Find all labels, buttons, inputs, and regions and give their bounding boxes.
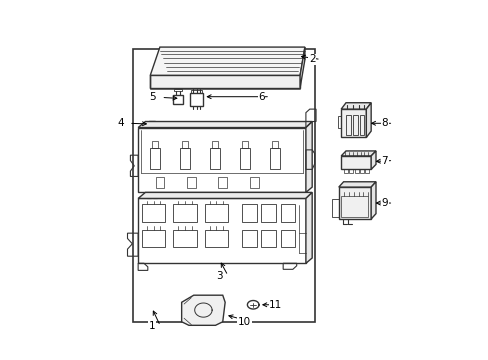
Text: 7: 7: [381, 156, 387, 166]
Text: 6: 6: [258, 92, 264, 102]
Text: 2: 2: [308, 54, 315, 64]
Polygon shape: [305, 122, 311, 192]
Bar: [210, 148, 220, 169]
Bar: [182, 141, 187, 148]
Bar: [359, 169, 363, 173]
Text: 11: 11: [269, 300, 282, 310]
Bar: [249, 177, 258, 188]
Polygon shape: [138, 122, 311, 127]
Bar: [269, 148, 279, 169]
Text: 1: 1: [148, 321, 155, 331]
Bar: [186, 177, 195, 188]
Text: 5: 5: [149, 93, 156, 102]
Polygon shape: [338, 182, 375, 187]
Bar: [152, 141, 158, 148]
Text: 8: 8: [381, 118, 387, 128]
Polygon shape: [341, 109, 366, 138]
Bar: [155, 177, 164, 188]
Bar: [240, 148, 249, 169]
Polygon shape: [341, 103, 370, 109]
Polygon shape: [181, 295, 224, 325]
Text: 9: 9: [381, 198, 387, 208]
Polygon shape: [150, 76, 300, 88]
Text: 4: 4: [117, 118, 123, 128]
Bar: [218, 177, 226, 188]
Bar: [352, 115, 357, 135]
Polygon shape: [370, 182, 375, 219]
Bar: [344, 169, 347, 173]
Bar: [341, 196, 367, 217]
Polygon shape: [370, 151, 375, 169]
Bar: [212, 141, 218, 148]
Bar: [365, 169, 368, 173]
Text: 3: 3: [216, 271, 222, 281]
Bar: [349, 169, 352, 173]
Polygon shape: [341, 156, 370, 169]
Polygon shape: [150, 47, 305, 76]
Bar: [271, 141, 277, 148]
Bar: [359, 115, 364, 135]
Bar: [354, 169, 358, 173]
Bar: [150, 148, 160, 169]
Polygon shape: [300, 47, 305, 88]
Bar: [242, 141, 247, 148]
Polygon shape: [338, 187, 370, 219]
Text: 10: 10: [238, 318, 250, 328]
Bar: [180, 148, 189, 169]
Polygon shape: [305, 192, 311, 263]
Polygon shape: [341, 151, 375, 156]
Bar: [346, 115, 350, 135]
Polygon shape: [366, 103, 370, 138]
Bar: [133, 49, 314, 322]
Polygon shape: [138, 192, 311, 198]
